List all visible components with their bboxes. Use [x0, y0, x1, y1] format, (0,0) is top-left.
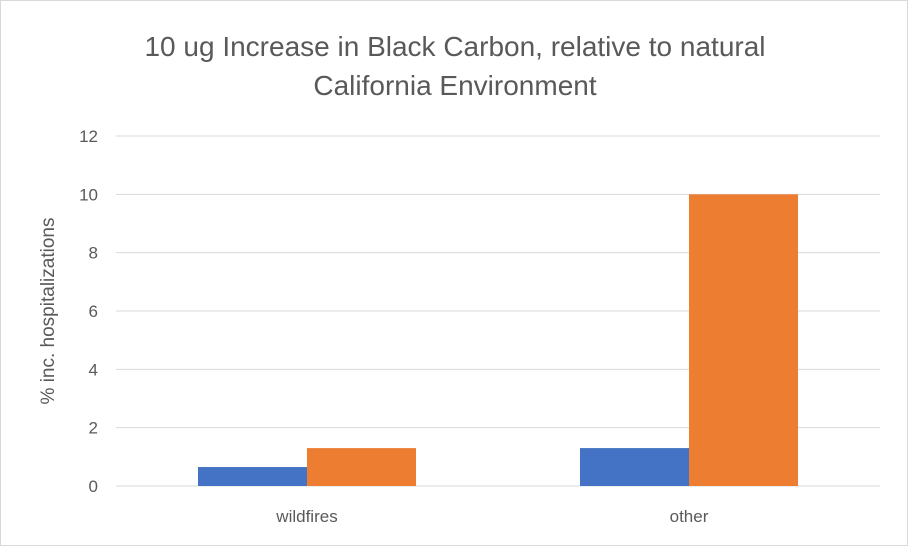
- bars: [198, 194, 798, 487]
- y-tick-label: 4: [89, 360, 98, 379]
- x-tick-label: other: [670, 507, 709, 526]
- bar-other-series-1: [580, 448, 689, 486]
- x-tick-labels: wildfires other: [275, 507, 708, 526]
- chart-title: 10 ug Increase in Black Carbon, relative…: [1, 27, 908, 105]
- y-tick-labels: 0 2 4 6 8 10 12: [79, 127, 98, 496]
- y-tick-label: 12: [79, 127, 98, 146]
- bar-wildfires-series-1: [198, 467, 307, 486]
- x-tick-label: wildfires: [275, 507, 337, 526]
- bar-wildfires-series-2: [307, 448, 416, 486]
- chart-title-line-2: California Environment: [313, 70, 597, 101]
- y-tick-label: 10: [79, 185, 98, 204]
- chart-title-line-1: 10 ug Increase in Black Carbon, relative…: [144, 31, 766, 62]
- y-tick-label: 6: [89, 302, 98, 321]
- y-axis-label: % inc. hospitalizations: [38, 218, 59, 405]
- y-tick-label: 8: [89, 244, 98, 263]
- bar-other-series-2: [689, 194, 798, 487]
- y-tick-label: 2: [89, 419, 98, 438]
- y-tick-label: 0: [89, 477, 98, 496]
